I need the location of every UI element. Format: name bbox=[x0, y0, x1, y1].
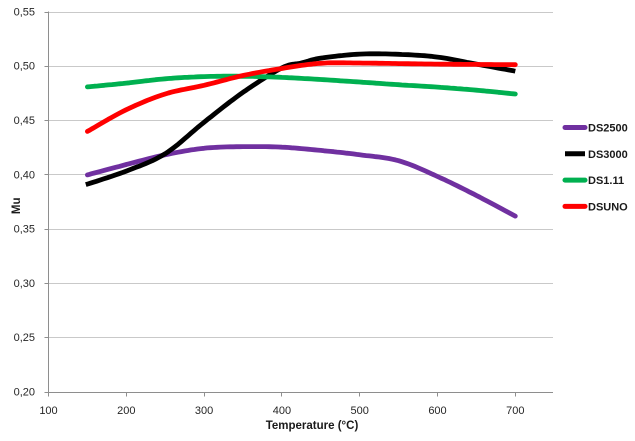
svg-text:700: 700 bbox=[506, 405, 524, 417]
svg-text:Temperature (°C): Temperature (°C) bbox=[266, 420, 359, 432]
svg-text:0,35: 0,35 bbox=[14, 224, 35, 236]
svg-text:200: 200 bbox=[117, 405, 135, 417]
svg-text:DS2500: DS2500 bbox=[588, 123, 628, 135]
svg-text:0,40: 0,40 bbox=[14, 169, 35, 181]
svg-text:DSUNO: DSUNO bbox=[588, 201, 628, 213]
svg-text:0,45: 0,45 bbox=[14, 115, 35, 127]
svg-text:300: 300 bbox=[195, 405, 213, 417]
svg-text:0,30: 0,30 bbox=[14, 278, 35, 290]
svg-text:500: 500 bbox=[351, 405, 369, 417]
svg-text:600: 600 bbox=[428, 405, 446, 417]
svg-text:0,20: 0,20 bbox=[14, 386, 35, 398]
svg-text:0,25: 0,25 bbox=[14, 332, 35, 344]
svg-text:0,50: 0,50 bbox=[14, 61, 35, 73]
svg-text:0,55: 0,55 bbox=[14, 6, 35, 18]
svg-text:Mu: Mu bbox=[11, 197, 23, 214]
svg-text:DS1.11: DS1.11 bbox=[588, 175, 624, 187]
svg-text:400: 400 bbox=[273, 405, 291, 417]
svg-text:100: 100 bbox=[39, 405, 57, 417]
svg-text:DS3000: DS3000 bbox=[588, 149, 628, 161]
